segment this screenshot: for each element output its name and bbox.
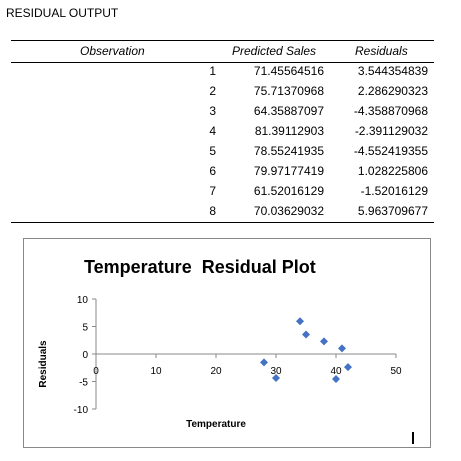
predicted-sales-cell: 75.71370968 — [253, 84, 324, 98]
chart-title: Temperature Residual Plot — [84, 257, 316, 277]
observation-cell: 2 — [209, 84, 216, 98]
table-row: 5 78.55241935 -4.552419355 — [0, 144, 461, 164]
x-tick-label: 30 — [270, 366, 282, 377]
data-point — [260, 358, 268, 367]
y-tick-label: 0 — [82, 350, 88, 361]
y-axis-title: Residuals — [38, 340, 49, 388]
x-tick-label: 50 — [390, 366, 402, 377]
y-tick-label: 10 — [77, 295, 89, 306]
residual-cell: 2.286290323 — [357, 84, 428, 98]
observation-cell: 6 — [209, 164, 216, 178]
x-tick-label: 10 — [150, 366, 162, 377]
y-tick-label: -5 — [79, 378, 88, 389]
x-tick-label: 40 — [330, 366, 342, 377]
table-row: 2 75.71370968 2.286290323 — [0, 84, 461, 104]
table-row: 1 71.45564516 3.544354839 — [0, 64, 461, 84]
observation-cell: 7 — [209, 184, 216, 198]
data-point — [332, 375, 340, 384]
data-point — [296, 317, 304, 326]
data-point — [302, 330, 310, 339]
predicted-sales-cell: 78.55241935 — [253, 144, 324, 158]
observation-cell: 5 — [209, 144, 216, 158]
table-row: 6 79.97177419 1.028225806 — [0, 164, 461, 184]
y-tick-label: -10 — [74, 405, 89, 416]
residual-cell: -4.358870968 — [353, 104, 428, 118]
table-row: 7 61.52016129 -1.52016129 — [0, 184, 461, 204]
data-point — [320, 337, 328, 346]
observation-cell: 8 — [209, 204, 216, 218]
residual-cell: -2.391129032 — [354, 124, 428, 138]
table-top-border — [11, 40, 434, 41]
table-row: 8 70.03629032 5.963709677 — [0, 204, 461, 224]
column-header-observation: Observation — [80, 44, 145, 58]
column-header-residuals: Residuals — [355, 44, 408, 58]
predicted-sales-cell: 61.52016129 — [253, 184, 324, 198]
residual-cell: -1.52016129 — [360, 184, 428, 198]
data-point — [272, 373, 280, 382]
predicted-sales-cell: 79.97177419 — [253, 164, 324, 178]
data-point — [338, 344, 346, 353]
residual-cell: 1.028225806 — [357, 164, 428, 178]
residual-cell: 5.963709677 — [357, 204, 428, 218]
x-axis-title: Temperature — [186, 419, 246, 430]
table-row: 4 81.39112903 -2.391129032 — [0, 124, 461, 144]
observation-cell: 1 — [209, 64, 216, 78]
data-point — [344, 363, 352, 372]
table-row: 3 64.35887097 -4.358870968 — [0, 104, 461, 124]
header-divider — [11, 62, 434, 63]
predicted-sales-cell: 81.39112903 — [254, 124, 324, 138]
cell-cursor-mark — [412, 432, 414, 444]
column-header-predicted-sales: Predicted Sales — [232, 44, 317, 58]
predicted-sales-cell: 71.45564516 — [253, 64, 324, 78]
x-tick-label: 20 — [210, 366, 222, 377]
observation-cell: 4 — [209, 124, 216, 138]
observation-cell: 3 — [209, 104, 216, 118]
residual-plot-chart[interactable]: Temperature Residual Plot 10 5 0 -5 -10 0 10 20… — [23, 238, 431, 448]
table-bottom-border — [11, 222, 434, 223]
y-tick-label: 5 — [82, 323, 88, 334]
sheet-title: RESIDUAL OUTPUT — [6, 6, 119, 20]
x-tick-label: 0 — [93, 366, 99, 377]
residual-cell: -4.552419355 — [353, 144, 428, 158]
residual-cell: 3.544354839 — [357, 64, 428, 78]
predicted-sales-cell: 64.35887097 — [253, 104, 324, 118]
predicted-sales-cell: 70.03629032 — [253, 204, 324, 218]
